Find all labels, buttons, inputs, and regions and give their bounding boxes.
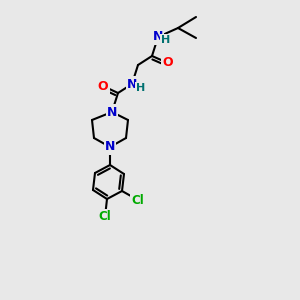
Text: O: O xyxy=(163,56,173,70)
Text: N: N xyxy=(127,77,137,91)
Text: H: H xyxy=(161,35,171,45)
Text: N: N xyxy=(153,31,163,44)
Text: N: N xyxy=(105,140,115,154)
Text: O: O xyxy=(98,80,108,92)
Text: N: N xyxy=(107,106,117,118)
Text: Cl: Cl xyxy=(99,211,111,224)
Text: Cl: Cl xyxy=(132,194,144,206)
Text: H: H xyxy=(136,83,146,93)
